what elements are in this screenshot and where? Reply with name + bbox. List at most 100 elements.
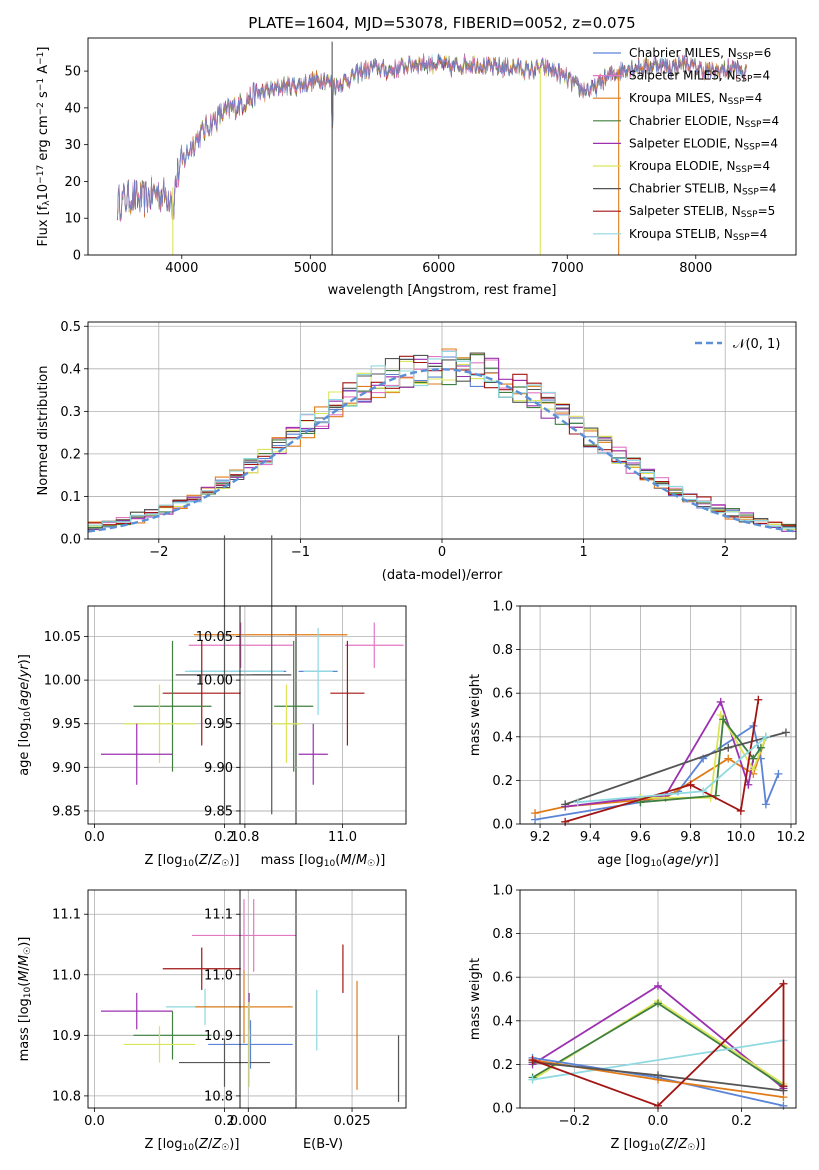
y-tick-label: 11.0 xyxy=(204,968,233,983)
x-tick-label: 0.025 xyxy=(333,1114,370,1129)
legend-label: Salpeter ELODIE, NSSP=4 xyxy=(629,136,778,152)
y-tick-label: 0.1 xyxy=(60,490,81,505)
residuals-ylabel: Normed distribution xyxy=(36,366,51,496)
weight-marker xyxy=(749,765,758,774)
x-tick-label: 9.4 xyxy=(580,830,601,845)
x-tick-label: 10.8 xyxy=(230,830,259,845)
axes-weight_vs_age: 9.2 9.4 9.6 9.8 10.0 10.2 0.0 0.2 0.4 0.6 0.8 1.0 xyxy=(492,600,805,846)
weight-marker xyxy=(699,787,708,796)
x-tick-label: −2 xyxy=(149,545,168,560)
x-tick-label: 1 xyxy=(579,545,587,560)
x-tick-label: 2 xyxy=(721,545,729,560)
y-tick-label: 0.6 xyxy=(492,971,513,986)
y-tick-label: 0.2 xyxy=(60,447,81,462)
weight-marker xyxy=(736,806,745,815)
residuals-frame xyxy=(87,321,797,540)
x-tick-label: 9.2 xyxy=(530,830,551,845)
y-tick-label: 0.4 xyxy=(60,362,81,377)
x-tick-label: −1 xyxy=(291,545,310,560)
weight-line xyxy=(532,981,785,1107)
y-tick-label: 0.8 xyxy=(492,643,513,658)
y-tick-label: 30 xyxy=(64,138,81,153)
y-tick-label: 0.5 xyxy=(60,320,81,335)
weight-line xyxy=(532,1039,784,1081)
mass_vs_EBV-xlabel: E(B-V) xyxy=(303,1137,343,1152)
weight-marker xyxy=(573,798,582,807)
legend-label: Chabrier MILES, NSSP=6 xyxy=(629,46,771,62)
weight-marker xyxy=(761,732,770,741)
mass_vs_Z-ylabel: mass [log10(M/M☉)] xyxy=(17,937,33,1062)
x-tick-label: 0 xyxy=(438,545,446,560)
weight_vs_age-ylabel: mass weight xyxy=(468,674,483,756)
y-tick-label: 10.8 xyxy=(204,1089,233,1104)
weight-marker xyxy=(754,695,763,704)
x-tick-label: 4000 xyxy=(165,261,198,276)
y-tick-label: 9.85 xyxy=(204,804,233,819)
y-tick-label: 10.8 xyxy=(52,1089,81,1104)
x-tick-label: 0.2 xyxy=(214,830,235,845)
age_vs_mass-xlabel: mass [log10(M/M☉)] xyxy=(261,853,386,869)
weight_vs_age-frame xyxy=(519,605,797,825)
weight_vs_age-xlabel: age [log10(age/yr)] xyxy=(597,853,719,869)
y-tick-label: 0.6 xyxy=(492,687,513,702)
weight-marker xyxy=(756,743,765,752)
weight-marker xyxy=(654,999,662,1008)
x-tick-label: 5000 xyxy=(294,261,327,276)
weight-line xyxy=(565,699,755,808)
weight-marker xyxy=(654,1071,662,1080)
x-tick-label: −0.2 xyxy=(559,1114,591,1129)
y-tick-label: 10.9 xyxy=(204,1029,233,1044)
weight-marker xyxy=(761,800,770,809)
x-tick-label: 0.0 xyxy=(84,830,105,845)
y-tick-label: 20 xyxy=(64,175,81,190)
axes-spectrum: 4000 5000 6000 7000 8000 0 10 20 30 40 50 xyxy=(64,65,712,276)
legend-label: Kroupa ELODIE, NSSP=4 xyxy=(629,159,770,175)
weight-marker xyxy=(724,754,733,763)
y-tick-label: 9.90 xyxy=(52,761,81,776)
y-tick-label: 0.3 xyxy=(60,405,81,420)
weight-marker xyxy=(781,728,790,737)
age_vs_Z-ylabel: age [log10(age/yr)] xyxy=(17,654,33,776)
y-tick-label: 0.0 xyxy=(492,1102,513,1117)
weight-marker xyxy=(774,769,783,778)
age_vs_Z-frame xyxy=(87,605,297,825)
y-tick-label: 11.1 xyxy=(52,908,81,923)
y-tick-label: 10.9 xyxy=(52,1029,81,1044)
mass_vs_EBV-frame xyxy=(239,889,407,1109)
weight-marker xyxy=(779,979,788,988)
y-tick-label: 0.2 xyxy=(492,774,513,789)
y-tick-label: 11.0 xyxy=(52,968,81,983)
y-tick-label: 1.0 xyxy=(492,600,513,615)
histogram-series xyxy=(88,350,796,529)
residuals-xlabel: (data-model)/error xyxy=(382,568,503,583)
x-tick-label: 9.8 xyxy=(680,830,701,845)
axes-weight_vs_Z: −0.2 0.0 0.2 0.0 0.2 0.4 0.6 0.8 1.0 xyxy=(492,884,796,1129)
axes-age_vs_Z: 0.0 0.2 9.85 9.90 9.95 10.00 10.05 xyxy=(44,606,296,845)
x-tick-label: 10.2 xyxy=(777,830,806,845)
y-tick-label: 10.05 xyxy=(196,630,233,645)
x-tick-label: 0.000 xyxy=(230,1114,267,1129)
legend-label: Salpeter MILES, NSSP=4 xyxy=(629,69,770,85)
weight-line xyxy=(534,724,780,821)
weight-marker xyxy=(531,809,540,818)
axes-mass_vs_EBV: 0.000 0.025 10.8 10.9 11.0 11.1 xyxy=(204,890,406,1129)
axes-age_vs_mass: 10.8 11.0 9.85 9.90 9.95 10.00 10.05 xyxy=(196,606,406,845)
spectrum-line xyxy=(117,53,747,220)
weight_vs_Z-frame xyxy=(519,889,797,1109)
legend-label: Kroupa STELIB, NSSP=4 xyxy=(629,227,767,243)
weight-marker xyxy=(719,715,728,724)
histogram-series xyxy=(88,355,796,526)
x-tick-label: 9.6 xyxy=(630,830,651,845)
x-tick-label: 0.2 xyxy=(214,1114,235,1129)
y-tick-label: 10.05 xyxy=(44,630,81,645)
y-tick-label: 10.00 xyxy=(44,674,81,689)
weight-marker xyxy=(779,1082,788,1091)
x-tick-label: 10.0 xyxy=(726,830,755,845)
y-tick-label: 11.1 xyxy=(204,908,233,923)
y-tick-label: 50 xyxy=(64,65,81,80)
weight-line xyxy=(534,736,767,814)
x-tick-label: 0.2 xyxy=(731,1114,752,1129)
weight-marker xyxy=(654,981,662,990)
weight-marker xyxy=(779,1101,788,1110)
